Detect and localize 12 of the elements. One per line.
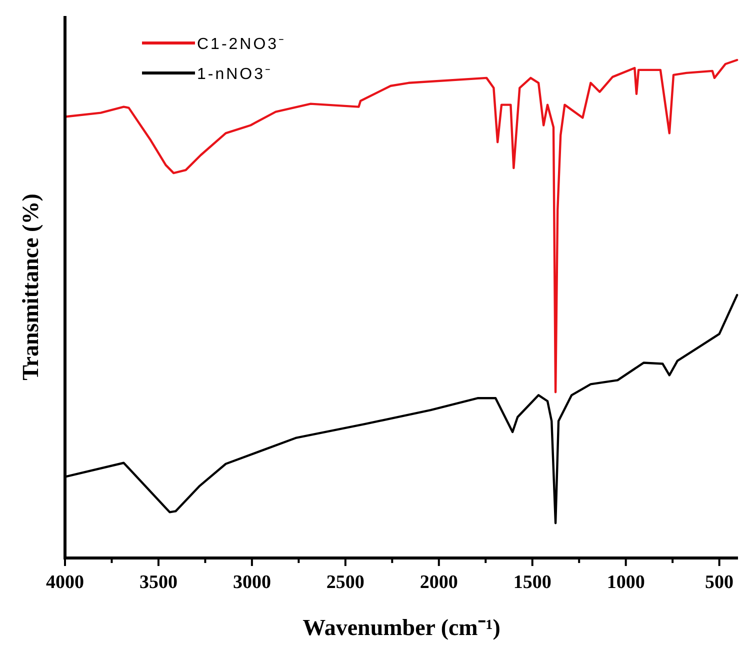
legend-label: 1-nNO3⁻ xyxy=(197,66,272,83)
legend-label: C1-2NO3⁻ xyxy=(197,36,286,53)
x-tick-label: 3500 xyxy=(139,572,178,593)
x-tick-label: 3000 xyxy=(232,572,271,593)
x-axis-title: Wavenumber (cm⁻¹) xyxy=(302,615,500,640)
x-tick-label: 4000 xyxy=(46,572,84,593)
x-tick-label: 1500 xyxy=(513,572,552,593)
x-tick-label: 2000 xyxy=(420,572,458,593)
x-tick-label: 2500 xyxy=(326,572,364,593)
y-axis-title: Transmittance (%) xyxy=(18,194,43,380)
x-tick-label: 1000 xyxy=(606,572,645,593)
x-tick-label: 500 xyxy=(705,572,734,593)
